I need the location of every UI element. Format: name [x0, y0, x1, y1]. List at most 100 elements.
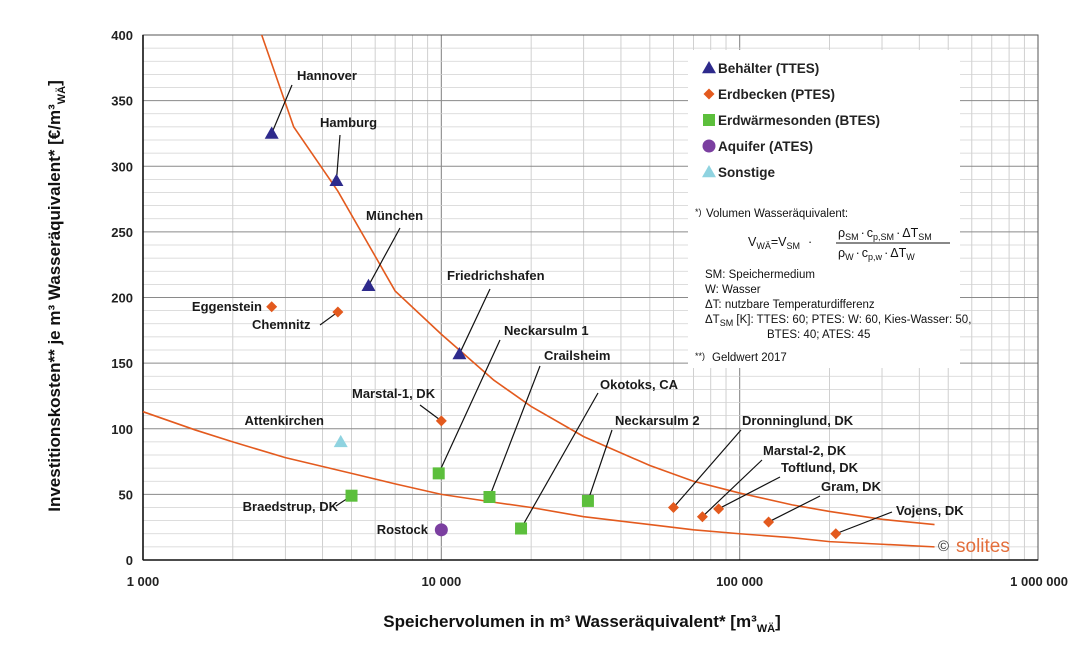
legend-label: Behälter (TTES): [718, 61, 819, 76]
legend-marker: [703, 88, 715, 100]
money-marker: **): [695, 351, 705, 361]
point-label: Gram, DK: [821, 479, 882, 494]
definition-dtsm-line2: BTES: 40; ATES: 45: [767, 329, 870, 341]
legend-label: Erdwärmesonden (BTES): [718, 113, 880, 128]
point-label: Vojens, DK: [896, 503, 964, 518]
data-points: [264, 126, 842, 540]
trend-line-lower: [142, 410, 935, 548]
trend-lines: [142, 34, 935, 548]
x-tick-label: 100 000: [716, 574, 763, 589]
point-label: Dronninglund, DK: [742, 413, 854, 428]
y-tick-label: 400: [111, 28, 133, 43]
legend-marker: [702, 165, 716, 178]
axes: 0 50 100 150 200 250 300 350 400 1 000 10 000 100 0…: [111, 28, 1068, 589]
data-point: [264, 126, 279, 139]
data-point: [329, 173, 344, 186]
legend-label: Erdbecken (PTES): [718, 87, 835, 102]
logo-text: solites: [956, 536, 1010, 557]
leader-line: [587, 429, 613, 502]
point-label: Crailsheim: [544, 348, 610, 363]
copyright-symbol: ©: [938, 538, 949, 555]
point-labels: Hannover Hamburg München Friedrichshafen Egg…: [192, 68, 964, 537]
definition-sm: SM: Speichermedium: [705, 269, 815, 281]
point-label: Toftlund, DK: [781, 460, 859, 475]
leader-line: [438, 339, 501, 474]
definition-dt: ΔT: nutzbare Temperaturdifferenz: [705, 299, 875, 311]
point-label: Hamburg: [320, 115, 377, 130]
data-point: [345, 489, 358, 502]
footnote-money: **) Geldwert 2017: [695, 351, 787, 364]
leader-line: [367, 227, 401, 286]
leader-line: [835, 511, 893, 535]
data-point: [763, 516, 775, 528]
y-tick-label: 150: [111, 356, 133, 371]
money-text: Geldwert 2017: [712, 352, 787, 364]
trend-line-upper: [260, 34, 935, 526]
y-axis-title: Investitionskosten** je m³ Wasseräquival…: [45, 80, 68, 512]
leader-line: [271, 84, 293, 134]
x-tick-label: 1 000 000: [1010, 574, 1068, 589]
y-tick-label: 0: [126, 553, 133, 568]
leader-line: [520, 392, 599, 529]
legend-marker: [702, 61, 716, 74]
data-point: [266, 301, 278, 313]
footnote-volume: *) Volumen Wasseräquivalent:: [695, 207, 848, 220]
leader-line: [701, 459, 763, 518]
data-point: [830, 528, 842, 540]
point-label: Okotoks, CA: [600, 377, 679, 392]
point-label: Braedstrup, DK: [243, 499, 339, 514]
point-label: Neckarsulm 2: [615, 413, 700, 428]
x-tick-label: 1 000: [127, 574, 160, 589]
formula: VWÄ=VSM · ρSM · cp,SM · ΔTSM ρW · cp,w · ΔTW: [748, 226, 950, 262]
leader-line: [458, 288, 491, 355]
data-point: [581, 494, 594, 507]
point-label: Rostock: [377, 522, 429, 537]
leader-line: [419, 404, 442, 422]
leader-lines: [271, 84, 893, 535]
leader-line: [673, 429, 742, 508]
data-point: [434, 523, 448, 537]
footnote-marker: *): [695, 207, 702, 217]
legend-marker: [702, 139, 716, 153]
legend-marker: [703, 114, 715, 126]
formula-denominator: ρW · cp,w · ΔTW: [838, 246, 915, 262]
data-point: [483, 491, 496, 503]
point-label: Neckarsulm 1: [504, 323, 589, 338]
footnote-title: Volumen Wasseräquivalent:: [706, 208, 848, 220]
point-label: Marstal-2, DK: [763, 443, 847, 458]
y-tick-label: 300: [111, 159, 133, 174]
data-point: [696, 511, 708, 523]
x-axis-title: Speichervolumen in m³ Wasseräquivalent* …: [383, 612, 780, 635]
point-label: Friedrichshafen: [447, 268, 545, 283]
legend: Behälter (TTES) Erdbecken (PTES) Erdwärmes…: [702, 61, 880, 180]
point-label: Hannover: [297, 68, 357, 83]
data-point: [452, 346, 467, 360]
leader-line: [335, 134, 341, 181]
y-tick-label: 250: [111, 225, 133, 240]
data-point: [361, 278, 376, 291]
point-label: Attenkirchen: [245, 413, 325, 428]
point-label: Eggenstein: [192, 299, 262, 314]
point-label: Marstal-1, DK: [352, 386, 436, 401]
x-tick-label: 10 000: [421, 574, 461, 589]
y-tick-label: 50: [119, 487, 133, 502]
point-label: Chemnitz: [252, 317, 311, 332]
data-point: [667, 502, 679, 513]
data-point: [435, 415, 447, 427]
data-point: [333, 434, 348, 448]
legend-label: Aquifer (ATES): [718, 139, 813, 154]
definition-dtsm: ΔTSM [K]: TTES: 60; PTES: W: 60, Kies-Wa…: [705, 314, 971, 328]
point-label: München: [366, 208, 423, 223]
legend-box: Behälter (TTES) Erdbecken (PTES) Erdwärmes…: [688, 50, 971, 368]
legend-label: Sonstige: [718, 165, 775, 180]
data-point: [713, 503, 725, 515]
y-tick-label: 350: [111, 94, 133, 109]
data-point: [432, 467, 445, 480]
y-tick-label: 200: [111, 291, 133, 306]
solites-logo: © solites: [938, 536, 1010, 557]
formula-numerator: ρSM · cp,SM · ΔTSM: [838, 226, 932, 242]
leader-line: [768, 495, 821, 523]
leader-line: [488, 365, 541, 498]
definition-w: W: Wasser: [705, 284, 761, 296]
